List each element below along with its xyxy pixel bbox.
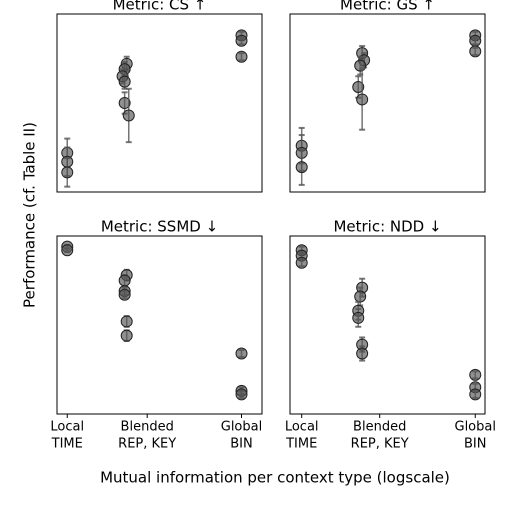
panel-title: Metric: CS ↑: [113, 0, 207, 14]
x-tick-label: TIME: [285, 437, 317, 452]
x-tick-label: Global: [221, 420, 262, 435]
panel-title: Metric: SSMD ↓: [101, 218, 218, 236]
x-axis-label: Mutual information per context type (log…: [100, 469, 450, 487]
x-tick-label: BIN: [230, 437, 252, 452]
point: [235, 34, 248, 47]
point: [354, 290, 367, 303]
panel-title: Metric: NDD ↓: [333, 218, 441, 236]
x-tick-label: REP, KEY: [351, 437, 409, 452]
axes-frame: [56, 13, 263, 193]
axes-frame: [289, 235, 486, 415]
point: [469, 45, 482, 58]
point: [120, 315, 133, 328]
point: [61, 166, 74, 179]
x-tick-label: Blended: [353, 420, 406, 435]
point: [118, 274, 131, 287]
point: [295, 161, 308, 174]
point: [235, 347, 248, 360]
point: [356, 93, 369, 106]
point: [352, 311, 365, 324]
x-tick-label: Global: [455, 420, 496, 435]
x-tick-label: REP, KEY: [118, 437, 176, 452]
point: [118, 97, 131, 109]
x-tick-label: Local: [285, 420, 319, 435]
x-tick-label: Local: [50, 420, 84, 435]
point: [61, 244, 74, 257]
point: [469, 34, 482, 47]
panel-title: Metric: GS ↑: [340, 0, 435, 14]
point: [356, 347, 369, 360]
point: [120, 329, 133, 342]
point: [469, 368, 482, 381]
point: [235, 50, 248, 63]
point: [122, 109, 135, 122]
axes-frame: [289, 13, 486, 193]
axes-frame: [56, 235, 263, 415]
x-tick-label: TIME: [51, 437, 83, 452]
point: [352, 80, 365, 93]
point: [118, 75, 131, 88]
point: [469, 388, 482, 401]
point: [118, 288, 131, 301]
y-axis-label: Performance (cf. Table II): [21, 122, 39, 308]
point: [235, 388, 248, 401]
x-tick-label: BIN: [464, 437, 486, 452]
point: [295, 256, 308, 269]
x-tick-label: Blended: [121, 420, 174, 435]
